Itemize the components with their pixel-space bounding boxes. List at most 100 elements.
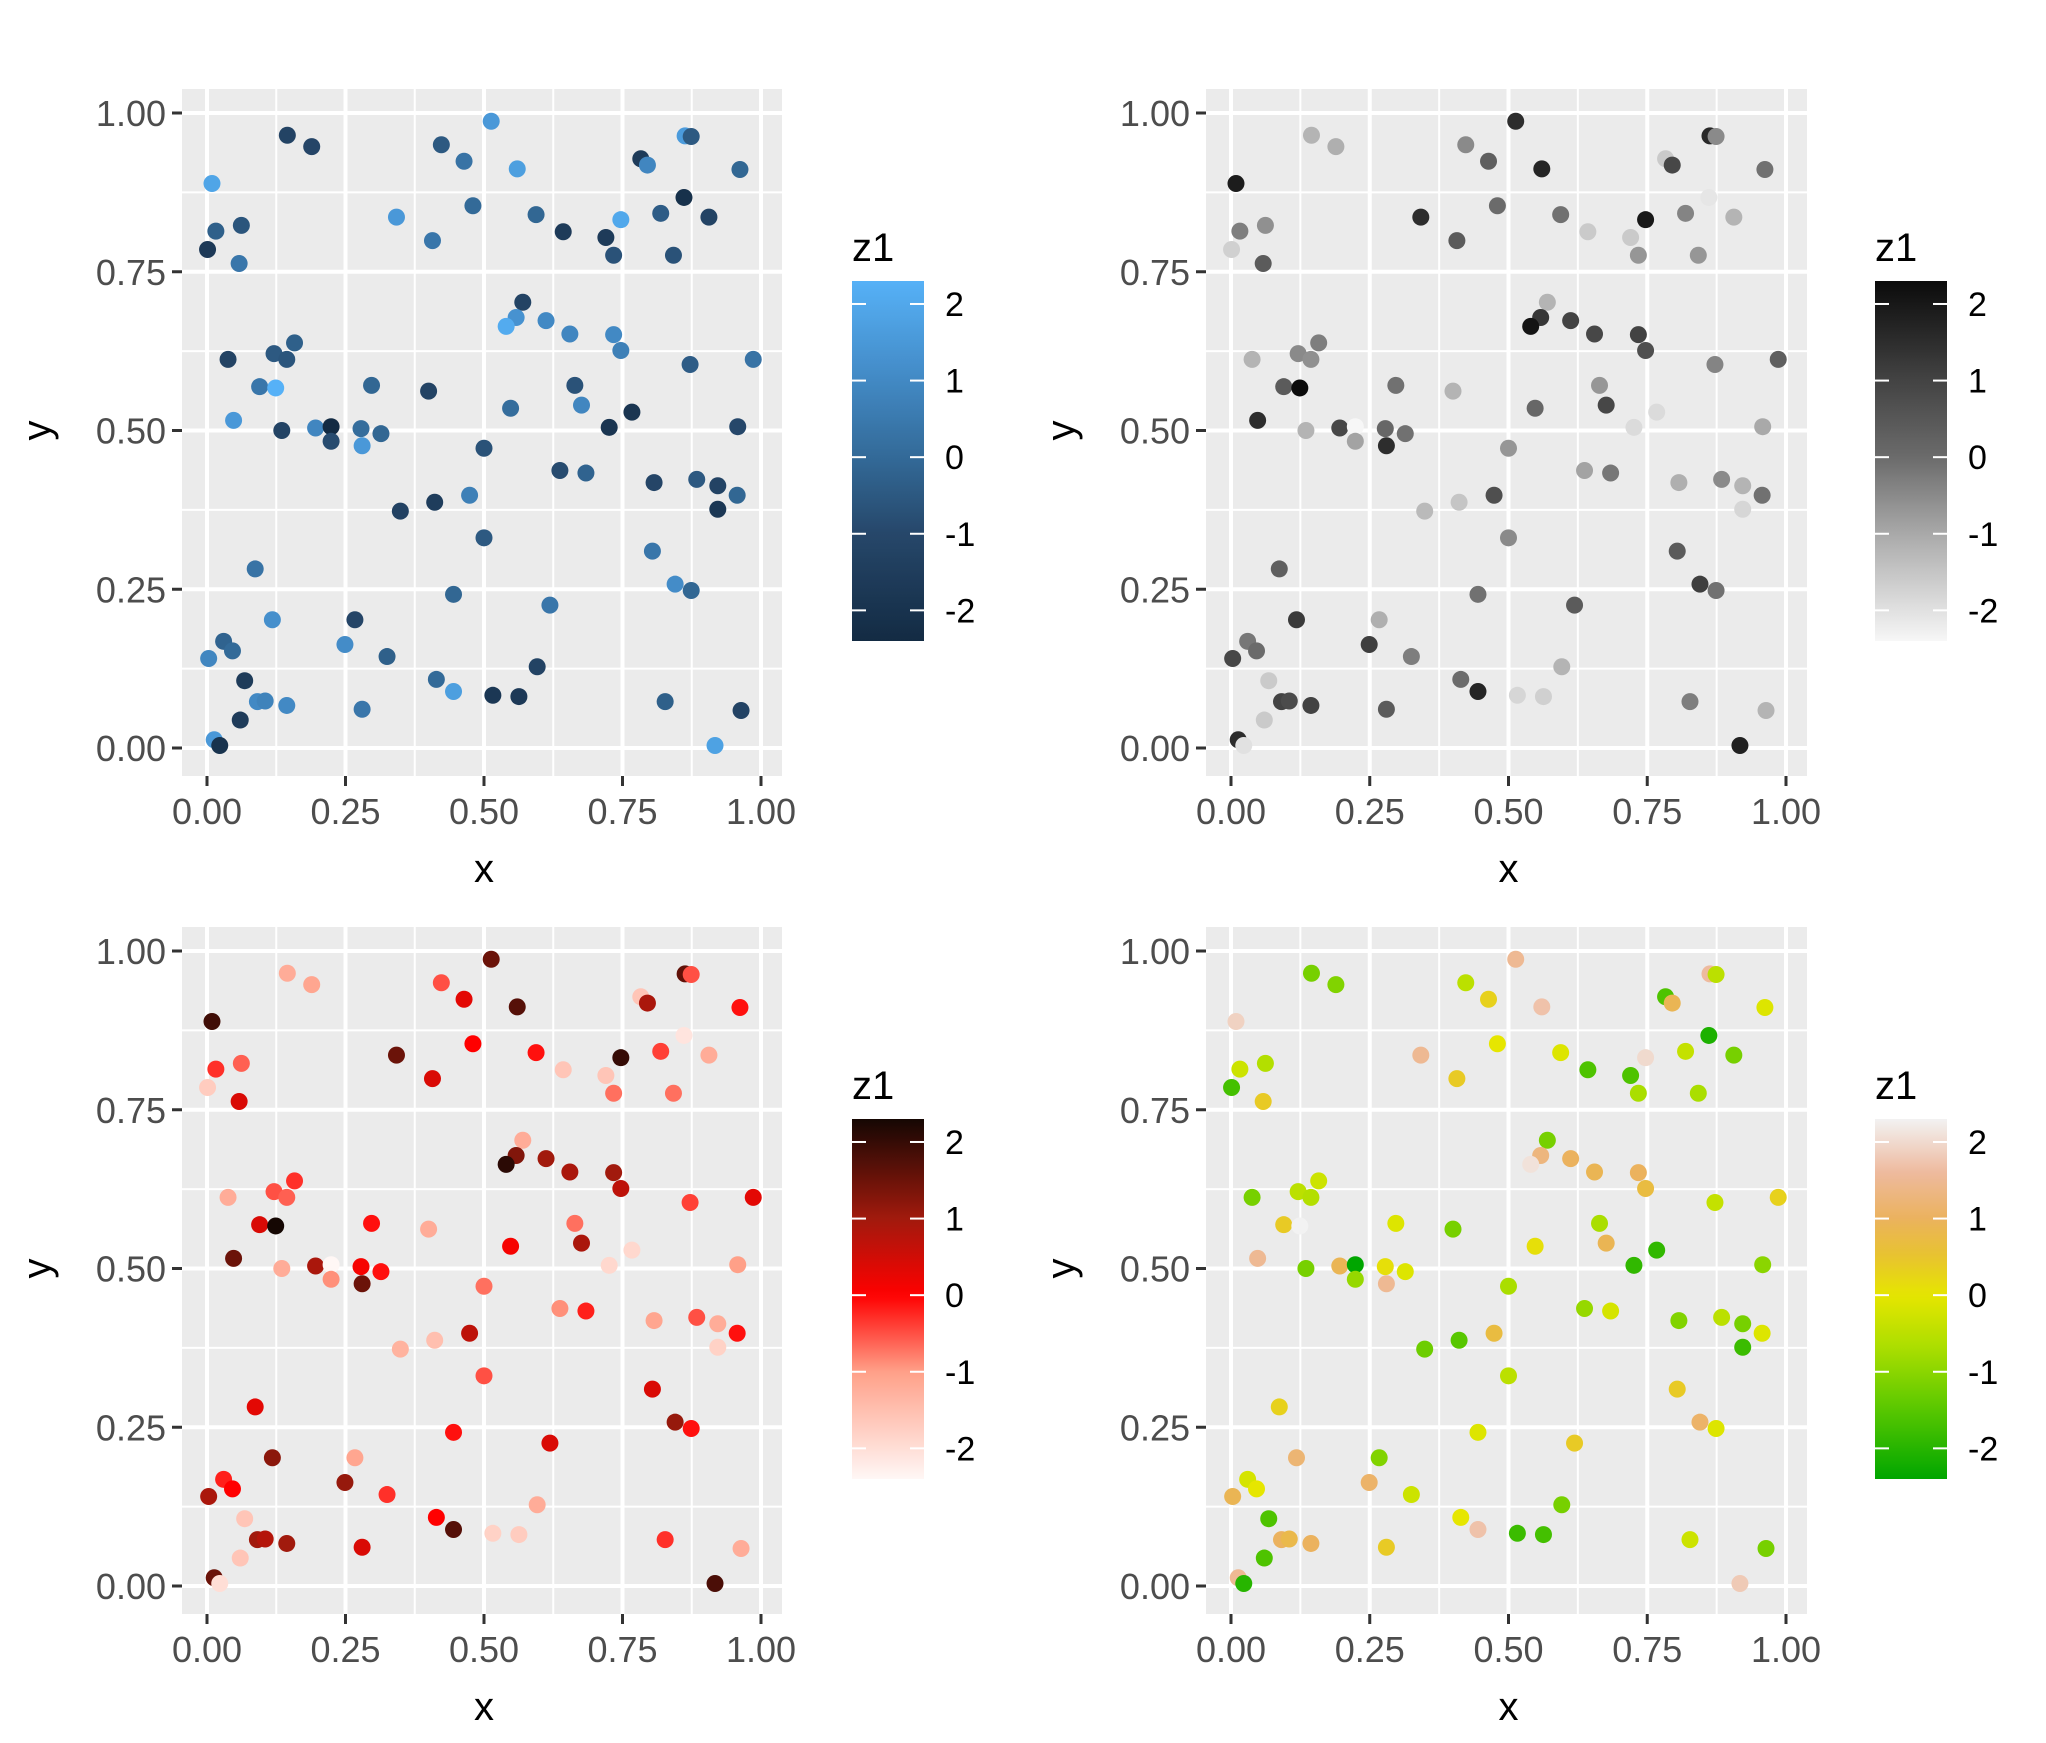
data-point	[656, 1531, 674, 1549]
colorbar	[852, 1119, 924, 1479]
data-point	[1412, 1046, 1430, 1064]
data-point	[652, 204, 670, 222]
data-point	[1689, 246, 1707, 264]
data-point	[528, 658, 546, 676]
data-point	[612, 211, 630, 229]
data-point	[541, 596, 559, 614]
data-point	[1734, 477, 1752, 495]
y-axis: 0.00 0.25 0.50 0.75 1.00	[96, 93, 182, 769]
data-point	[1681, 1531, 1699, 1549]
data-point	[286, 1172, 304, 1190]
x-tick-label: 0.00	[172, 791, 242, 832]
data-point	[612, 1049, 630, 1067]
data-point	[605, 1084, 623, 1102]
data-point	[1396, 425, 1414, 443]
data-point	[514, 1131, 532, 1149]
data-point	[1757, 1540, 1775, 1558]
legend-tick-label: 1	[945, 363, 964, 401]
data-point	[1526, 1237, 1544, 1255]
x-tick-label: 0.75	[587, 791, 657, 832]
data-point	[1700, 1026, 1718, 1044]
data-point	[514, 293, 532, 311]
x-tick-label: 0.50	[449, 1629, 519, 1670]
data-point	[1526, 399, 1544, 417]
data-points	[199, 112, 762, 754]
data-point	[732, 1540, 750, 1558]
data-point	[286, 334, 304, 352]
data-point	[1452, 670, 1470, 688]
x-tick-label: 1.00	[726, 791, 796, 832]
data-point	[1370, 611, 1388, 629]
data-point	[391, 1340, 409, 1358]
data-point	[1231, 1060, 1249, 1078]
colorbar-legend: z1 2 1 0 -1 -2	[852, 226, 975, 641]
x-tick-label: 0.50	[449, 791, 519, 832]
legend-tick-label: -1	[945, 516, 975, 554]
data-point	[1255, 1549, 1273, 1567]
data-point	[638, 156, 656, 174]
data-point	[1579, 1061, 1597, 1079]
data-point	[251, 378, 269, 396]
data-point	[219, 1188, 237, 1206]
y-tick-label: 0.50	[1120, 411, 1190, 452]
x-tick-label: 0.50	[1473, 791, 1543, 832]
data-point	[1227, 1012, 1245, 1030]
data-point	[729, 418, 747, 436]
data-point	[1327, 976, 1345, 994]
data-point	[1663, 994, 1681, 1012]
data-point	[1224, 1487, 1242, 1505]
data-point	[645, 1312, 663, 1330]
data-point	[265, 1183, 283, 1201]
data-point	[278, 1534, 296, 1552]
data-point	[1500, 1367, 1517, 1385]
data-point	[251, 1216, 269, 1234]
data-point	[1254, 254, 1272, 272]
data-point	[232, 216, 250, 234]
data-point	[1360, 635, 1378, 653]
data-point	[1663, 156, 1681, 174]
data-point	[1402, 648, 1420, 666]
data-point	[1485, 1324, 1503, 1342]
data-point	[1297, 1260, 1315, 1277]
x-axis: 0.00 0.25 0.50 0.75 1.00	[1196, 1614, 1821, 1670]
data-point	[561, 1163, 579, 1181]
data-point	[597, 1066, 615, 1084]
data-point	[1287, 611, 1305, 629]
data-point	[199, 241, 217, 259]
data-point	[554, 223, 572, 241]
data-point	[1331, 419, 1349, 437]
data-point	[1480, 152, 1498, 170]
data-point	[482, 112, 500, 130]
data-point	[1387, 376, 1405, 394]
data-point	[267, 1217, 285, 1235]
data-point	[1670, 474, 1688, 492]
data-point	[537, 312, 555, 330]
data-point	[363, 376, 381, 394]
data-point	[681, 1193, 699, 1211]
x-tick-label: 0.00	[172, 1629, 242, 1670]
data-point	[1223, 241, 1241, 259]
data-point	[537, 1150, 555, 1168]
y-axis: 0.00 0.25 0.50 0.75 1.00	[96, 931, 182, 1607]
data-point	[675, 1026, 693, 1044]
y-tick-label: 0.50	[1120, 1249, 1190, 1290]
data-point	[263, 611, 281, 629]
data-point	[278, 126, 296, 144]
data-point	[1553, 658, 1571, 676]
y-tick-label: 0.00	[1120, 1566, 1190, 1607]
colorbar	[852, 281, 924, 641]
y-tick-label: 0.25	[1120, 569, 1190, 610]
data-point	[455, 990, 473, 1008]
data-point	[1689, 1084, 1707, 1102]
data-point	[605, 246, 623, 264]
x-axis-title: x	[1499, 847, 1519, 891]
data-point	[681, 355, 699, 373]
data-point	[1377, 437, 1395, 455]
data-points	[1223, 950, 1787, 1592]
y-tick-label: 0.25	[96, 569, 166, 610]
y-tick-label: 0.75	[96, 1090, 166, 1131]
data-point	[1691, 1413, 1709, 1431]
data-point	[508, 160, 526, 178]
data-point	[1734, 500, 1752, 518]
data-point	[731, 161, 749, 179]
